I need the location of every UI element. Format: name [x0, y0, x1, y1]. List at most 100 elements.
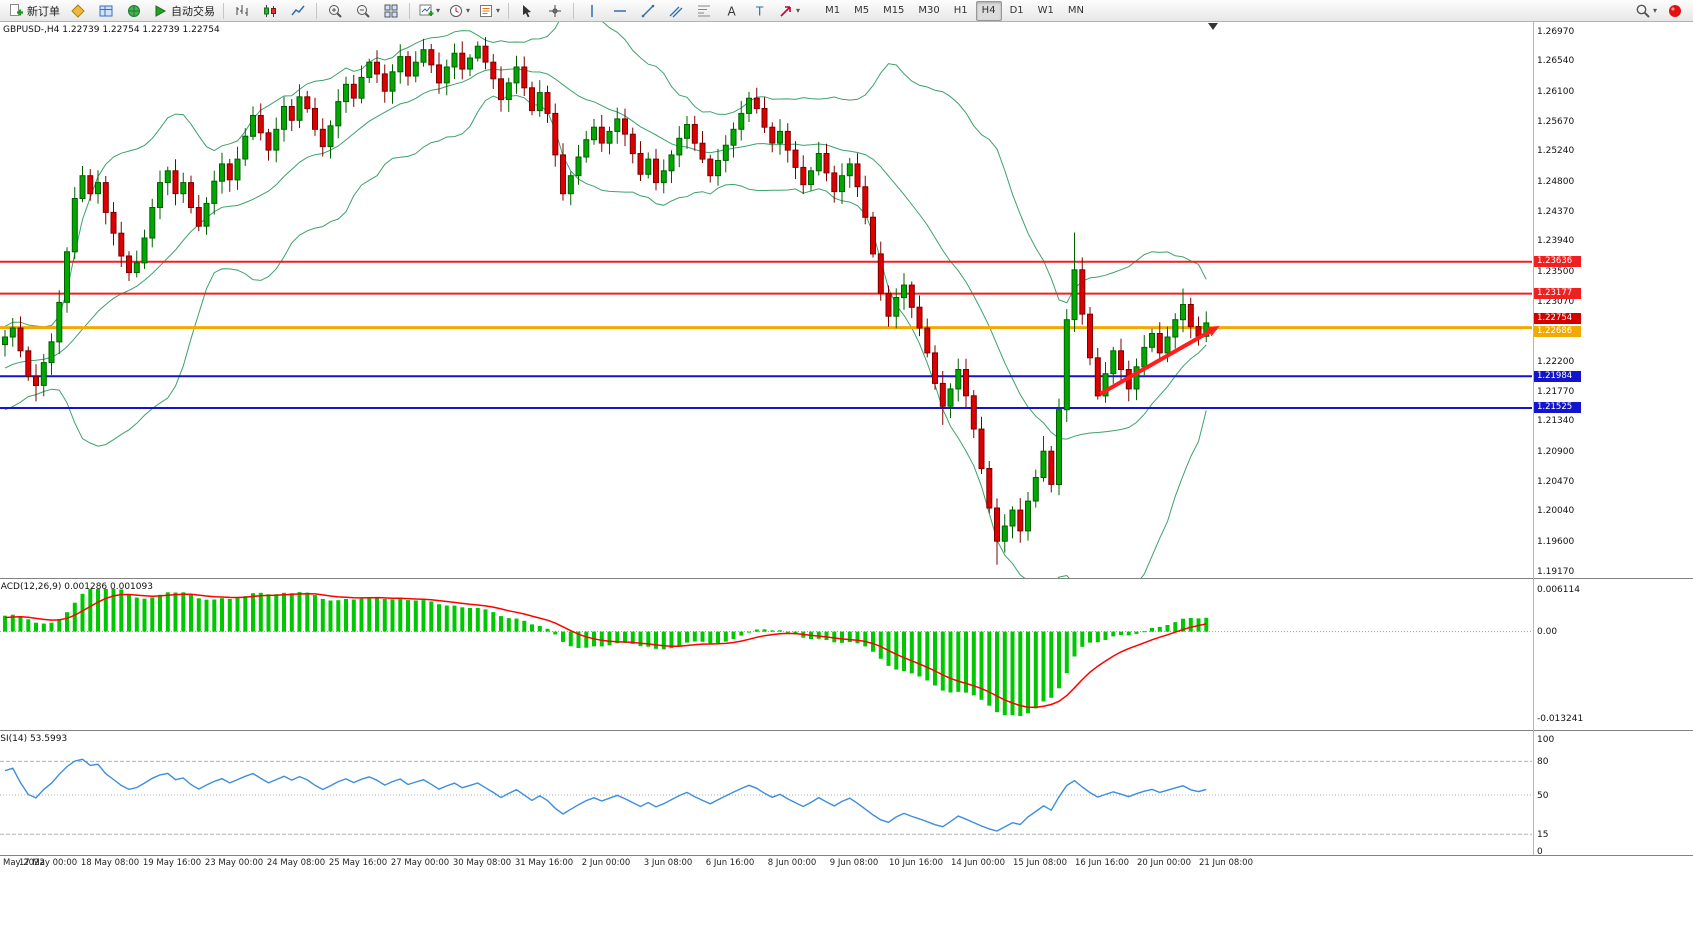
metaeditor-button[interactable] [65, 1, 91, 21]
fibonacci-button[interactable] [691, 1, 717, 21]
trendline-icon [640, 3, 656, 19]
macd-axis-label: 0.006114 [1537, 585, 1580, 595]
search-icon [1635, 3, 1651, 19]
price-axis-label: 1.26100 [1537, 86, 1575, 97]
zoom-out-button[interactable] [350, 1, 376, 21]
time-axis-label: 19 May 16:00 [142, 858, 202, 868]
pane-separator[interactable] [0, 578, 1693, 579]
pane-separator [0, 855, 1693, 856]
bars-chart-icon [234, 3, 250, 19]
chevron-down-icon: ▾ [436, 6, 441, 15]
timeframe-mn-button[interactable]: MN [1067, 5, 1084, 16]
symbol-search-button[interactable]: ▾ [1632, 1, 1660, 21]
timeframe-h4-button[interactable]: H4 [975, 0, 1002, 21]
time-axis-label: 9 Jun 08:00 [829, 858, 879, 868]
toolbar-separator [573, 2, 575, 19]
zoom-in-button[interactable] [322, 1, 348, 21]
periodicity-button[interactable]: ▾ [445, 1, 473, 21]
cursor-button[interactable] [514, 1, 540, 21]
timeframe-m15-button[interactable]: M15 [883, 5, 905, 16]
chevron-down-icon: ▾ [466, 6, 471, 15]
tile-windows-button[interactable] [378, 1, 404, 21]
crosshair-button[interactable] [542, 1, 568, 21]
timeframe-d1-button[interactable]: D1 [1009, 5, 1024, 16]
price-axis-label: 1.23070 [1537, 296, 1575, 307]
vertical-line-button[interactable] [579, 1, 605, 21]
channel-icon [668, 3, 684, 19]
label-icon: T [752, 3, 768, 19]
trend-arrow-object[interactable] [1099, 326, 1220, 396]
time-axis-label: 15 Jun 08:00 [1013, 858, 1067, 868]
doc-plus-icon [8, 3, 24, 19]
timeframe-h1-button[interactable]: H1 [953, 5, 968, 16]
svg-text:A: A [728, 4, 737, 18]
macd-indicator-label: MACD(12,26,9) 0.001286 0.001093 [0, 582, 153, 592]
price-line-badge: 1.22686 [1534, 326, 1581, 338]
price-axis-label: 1.23940 [1537, 236, 1575, 247]
equidistant-channel-button[interactable] [663, 1, 689, 21]
timeframe-m30-button[interactable]: M30 [918, 5, 940, 16]
price-chart[interactable] [0, 22, 1533, 578]
time-axis-label: 16 Jun 16:00 [1075, 858, 1129, 868]
macd-chart[interactable] [0, 579, 1533, 730]
notification-button[interactable] [1662, 1, 1688, 21]
time-axis-label: 20 Jun 00:00 [1137, 858, 1191, 868]
chart-shift-marker[interactable] [1208, 23, 1218, 30]
macd-axis-label: 0.00 [1537, 627, 1558, 638]
chart-title-ohlc: GBPUSD-,H4 1.22739 1.22754 1.22739 1.227… [3, 25, 220, 35]
time-axis-label: 25 May 16:00 [328, 858, 388, 868]
time-axis-label: 23 May 00:00 [204, 858, 264, 868]
autotrading-button[interactable]: 自动交易 [149, 1, 218, 21]
trendline-button[interactable] [635, 1, 661, 21]
time-axis-label: 14 Jun 00:00 [951, 858, 1005, 868]
text-button[interactable]: A [719, 1, 745, 21]
tile-icon [383, 3, 399, 19]
timeframe-m1-button[interactable]: M1 [825, 5, 841, 16]
macd-histogram [3, 589, 1209, 716]
arrows-button[interactable]: ▾ [775, 1, 803, 21]
rsi-chart[interactable] [0, 731, 1533, 854]
templates-button[interactable]: ▾ [475, 1, 503, 21]
pane-separator[interactable] [0, 730, 1693, 731]
new-chart-button[interactable]: ▾ [415, 1, 443, 21]
diamond-icon [70, 3, 86, 19]
timeframe-m5-button[interactable]: M5 [854, 5, 870, 16]
price-axis-line [1533, 22, 1534, 855]
price-axis-label: 1.25240 [1537, 146, 1575, 157]
line-chart-button[interactable] [285, 1, 311, 21]
toolbar: 新订单 自动交易 ▾ ▾ ▾ A T ▾ M1 M5 M15 M30 H1 H4 D1 W1 MN ▾ [0, 0, 1693, 22]
rsi-axis-label: 80 [1537, 756, 1549, 767]
time-axis-label: 10 Jun 16:00 [889, 858, 943, 868]
price-line-badge: 1.23636 [1534, 256, 1581, 268]
rsi-line [4, 758, 1207, 832]
navigator-button[interactable] [121, 1, 147, 21]
grid-blue-icon [98, 3, 114, 19]
timeframe-w1-button[interactable]: W1 [1037, 5, 1054, 16]
price-axis-label: 1.22200 [1537, 356, 1575, 367]
label-button[interactable]: T [747, 1, 773, 21]
price-axis-label: 1.20470 [1537, 476, 1575, 487]
price-line-badge: 1.21525 [1534, 402, 1581, 414]
chevron-down-icon: ▾ [496, 6, 501, 15]
time-axis-label: 6 Jun 16:00 [705, 858, 755, 868]
sphere-green-icon [126, 3, 142, 19]
time-axis-label: 8 Jun 00:00 [767, 858, 817, 868]
time-axis-label: 17 May 00:00 [18, 858, 78, 868]
chevron-down-icon: ▾ [1652, 6, 1657, 15]
toolbar-separator [409, 2, 410, 19]
horizontal-line-button[interactable] [607, 1, 633, 21]
bar-chart-button[interactable] [229, 1, 255, 21]
rsi-axis-label: 0 [1537, 846, 1543, 857]
bollinger-middle-band [4, 68, 1207, 440]
new-order-button[interactable]: 新订单 [5, 1, 63, 21]
current-price-badge: 1.22754 [1534, 312, 1581, 324]
timeframe-toolbar: M1 M5 M15 M30 H1 H4 D1 W1 MN [818, 0, 1091, 21]
autotrading-label: 自动交易 [171, 4, 215, 18]
price-axis-label: 1.20900 [1537, 446, 1575, 457]
macd-signal-line [4, 592, 1207, 709]
rsi-axis-label: 100 [1537, 734, 1555, 745]
candle-chart-button[interactable] [257, 1, 283, 21]
market-watch-button[interactable] [93, 1, 119, 21]
fibonacci-icon [696, 3, 712, 19]
